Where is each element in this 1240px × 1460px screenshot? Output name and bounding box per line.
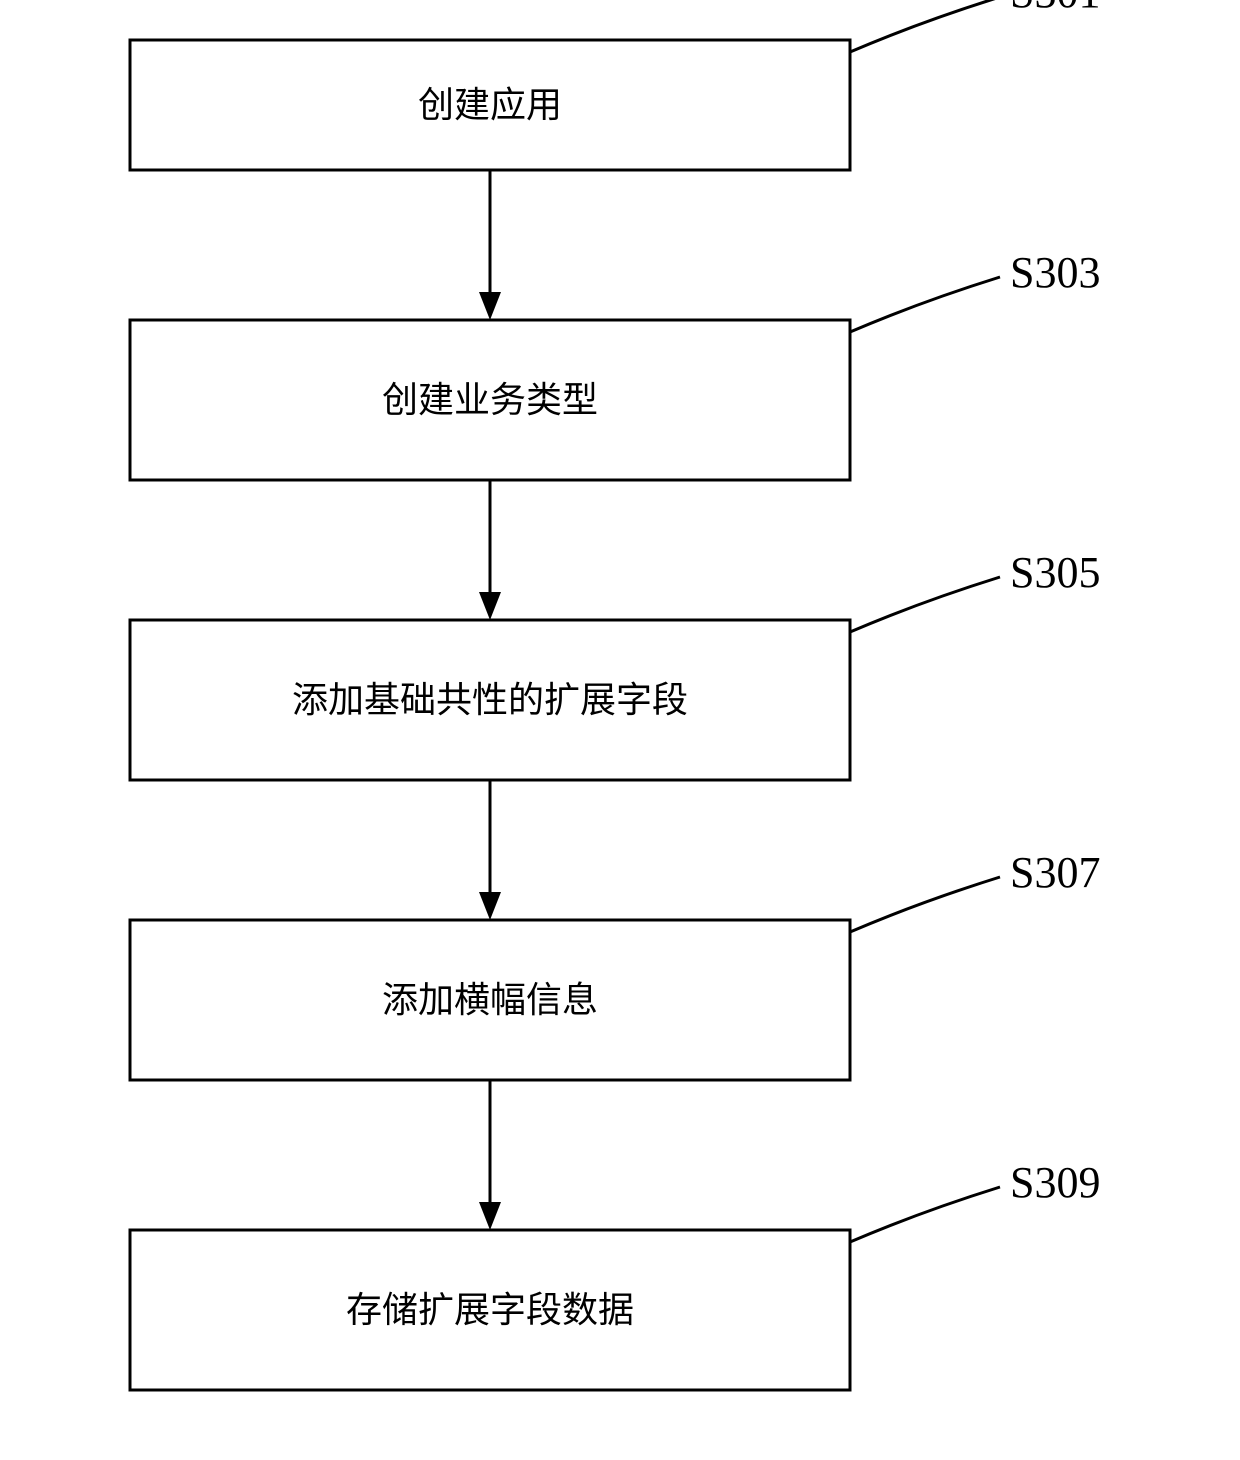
flow-arrow-head (479, 592, 501, 620)
step-id-label: S301 (1010, 0, 1100, 17)
callout-line (850, 0, 1000, 52)
flow-arrow-head (479, 292, 501, 320)
step-id-label: S303 (1010, 248, 1100, 297)
callout-line (850, 877, 1000, 932)
flow-step-label: 添加横幅信息 (382, 980, 598, 1020)
flow-arrow-head (479, 1202, 501, 1230)
flowchart: 创建应用 S301 创建业务类型 S303 添加基础共性的扩展字段 S305 添加横幅信息 S… (0, 0, 1240, 1460)
flow-step-label: 存储扩展字段数据 (346, 1290, 634, 1330)
callout-line (850, 1187, 1000, 1242)
flow-step-label: 创建业务类型 (382, 380, 598, 420)
flow-arrow-head (479, 892, 501, 920)
flow-step-label: 添加基础共性的扩展字段 (292, 680, 688, 720)
callout-line (850, 577, 1000, 632)
step-id-label: S309 (1010, 1158, 1100, 1207)
flow-step-label: 创建应用 (418, 85, 562, 125)
step-id-label: S305 (1010, 548, 1100, 597)
step-id-label: S307 (1010, 848, 1100, 897)
callout-line (850, 277, 1000, 332)
